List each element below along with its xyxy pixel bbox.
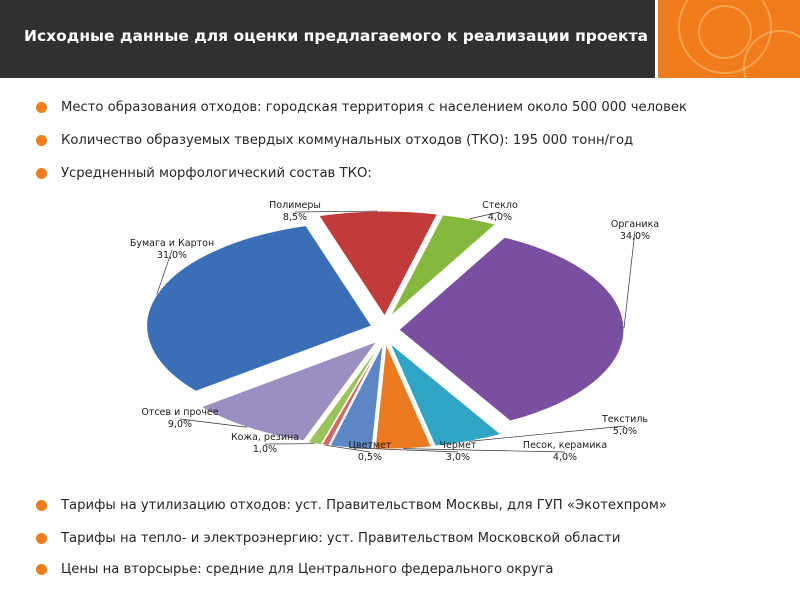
bullet-item: Цены на вторсырье: средние для Центральн… (36, 559, 554, 579)
leader-line (469, 425, 626, 442)
bullet-dot-icon (36, 499, 47, 511)
pie-slices (146, 210, 625, 450)
leader-line (403, 448, 566, 453)
bullet-text: Усредненный морфологический состав ТКО: (61, 165, 372, 181)
bullet-item: Усредненный морфологический состав ТКО: (36, 163, 372, 183)
pie-leader-lines (156, 210, 636, 453)
slice-name-label: Отсев и прочее (141, 407, 218, 418)
slice-value-label: 31,0% (157, 250, 187, 261)
slice-value-label: 4,0% (553, 452, 577, 463)
page-title: Исходные данные для оценки предлагаемого… (24, 27, 649, 45)
pie-slice (199, 340, 379, 442)
bullet-dot-icon (36, 101, 47, 113)
bullet-item: Тарифы на утилизацию отходов: уст. Прави… (36, 495, 667, 515)
slice-name-label: Органика (611, 219, 659, 230)
pie-slice (317, 210, 439, 317)
leader-line (469, 211, 501, 220)
leader-line (623, 230, 636, 329)
header-accent-decoration (655, 0, 800, 78)
bullet-item: Количество образуемых твердых коммунальн… (36, 130, 633, 150)
slice-value-label: 0,5% (358, 452, 382, 463)
slice-name-label: Текстиль (601, 414, 648, 425)
slice-name-label: Кожа, резина (231, 432, 299, 443)
bullet-text: Тарифы на утилизацию отходов: уст. Прави… (61, 497, 667, 513)
slice-name-label: Бумага и Картон (130, 238, 214, 249)
slice-value-label: 3,0% (446, 452, 470, 463)
slice-value-label: 4,0% (488, 212, 512, 223)
bullet-dot-icon (36, 532, 47, 544)
leader-line (179, 418, 248, 428)
slice-value-label: 5,0% (613, 426, 637, 437)
leader-line (294, 210, 378, 213)
bullet-text: Количество образуемых твердых коммунальн… (61, 132, 634, 148)
leader-line (156, 249, 173, 295)
slice-name-label: Цветмет (349, 440, 392, 451)
bullet-dot-icon (36, 167, 47, 179)
slice-value-label: 1,0% (253, 444, 277, 455)
bullet-text: Тарифы на тепло- и электроэнергию: уст. … (61, 530, 621, 546)
slice-name-label: Чермет (440, 440, 477, 451)
slice-value-label: 9,0% (168, 419, 192, 430)
bullet-item: Место образования отходов: городская тер… (36, 97, 687, 117)
pie-slice (398, 236, 625, 422)
pie-slice (389, 214, 497, 318)
header-bar: Исходные данные для оценки предлагаемого… (0, 0, 800, 78)
decor-ring (743, 30, 800, 78)
slice-value-label: 34,0% (620, 231, 650, 242)
bullet-dot-icon (36, 563, 47, 575)
bullet-dot-icon (36, 134, 47, 146)
bullet-item: Тарифы на тепло- и электроэнергию: уст. … (36, 528, 620, 548)
slice-value-label: 8,5% (283, 212, 307, 223)
pie-slice (389, 342, 503, 447)
decor-ring (698, 5, 752, 59)
slice-name-label: Полимеры (269, 200, 321, 211)
bullet-text: Место образования отходов: городская тер… (61, 99, 687, 115)
slice-name-label: Стекло (482, 200, 518, 211)
slice-name-label: Песок, керамика (523, 440, 607, 451)
leader-line (350, 447, 459, 453)
leader-line (325, 444, 371, 453)
bullet-text: Цены на вторсырье: средние для Центральн… (61, 561, 554, 577)
